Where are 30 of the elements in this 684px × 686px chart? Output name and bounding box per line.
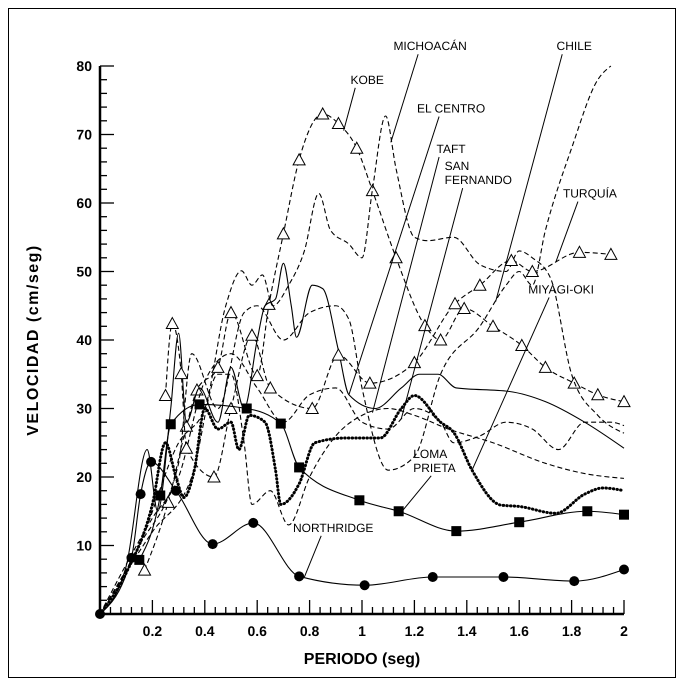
x-tick-label: 0.6 [247,623,268,639]
x-tick-label: 0.4 [195,623,215,639]
x-tick-label: 0.2 [142,623,162,639]
x-tick-label: 1.6 [509,623,530,639]
y-tick-label: 40 [76,332,92,348]
text: MICHOACÁN [393,39,467,54]
x-tick-label: 1.4 [457,623,477,639]
y-tick-label: 10 [76,537,92,554]
x-tick-label: 1 [358,623,366,639]
text: KOBE [350,72,384,87]
series-label: NORTHRIDGE [292,520,374,535]
text: EL CENTRO [416,102,486,116]
text: TURQUÍA [562,186,617,201]
y-tick-label: 60 [76,194,92,211]
text: SAN FERNANDO [444,159,512,188]
series-label: CHILE [556,39,592,54]
y-tick-label: 70 [76,126,92,142]
x-axis-title: PERIODO (seg) [304,651,420,668]
y-axis-title: VELOCIDAD (cm/seg) [25,244,42,436]
text: MIYAGI-OKI [528,282,594,296]
x-tick-label: 1.2 [404,623,424,639]
y-tick-label: 80 [76,58,92,74]
y-tick-label: 50 [76,263,92,280]
y-tick-label: 20 [76,468,92,485]
x-tick-label: 2 [620,623,628,639]
x-tick-label: 1.8 [562,623,582,639]
y-tick-label: 30 [76,400,92,416]
x-tick-label: 0.8 [300,623,320,639]
text: LOMA PRIETA [413,446,456,475]
text: TAFT [436,142,466,156]
